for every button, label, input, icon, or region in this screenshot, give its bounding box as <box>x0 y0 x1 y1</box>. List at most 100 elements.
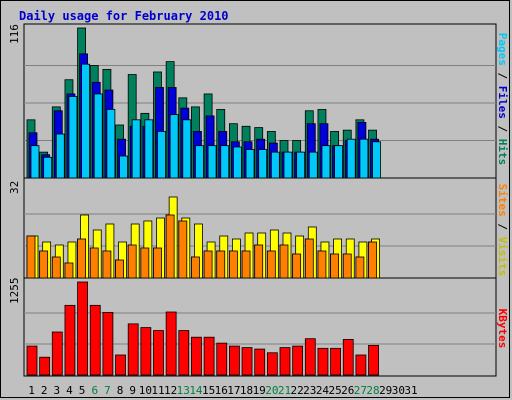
pages-bar <box>270 151 280 179</box>
pages-bar <box>308 151 318 179</box>
sites-bar <box>342 253 352 279</box>
kbytes-bar <box>254 348 266 376</box>
sites-bar <box>102 250 112 279</box>
kbytes-bar <box>317 347 329 376</box>
legend-files: Files <box>496 86 509 119</box>
day-label: 10 <box>139 384 152 397</box>
kbytes-bar <box>355 354 367 376</box>
day-label: 26 <box>341 384 354 397</box>
day-label: 22 <box>291 384 304 397</box>
pages-bar <box>68 96 78 179</box>
legend-hits: Hits <box>496 139 509 166</box>
kbytes-bar <box>64 304 76 376</box>
pages-bar <box>245 149 255 179</box>
pages-bar <box>346 138 356 179</box>
day-label: 23 <box>303 384 316 397</box>
kbytes-bar <box>26 345 38 376</box>
day-label: 4 <box>66 384 73 397</box>
sites-bar <box>292 253 302 279</box>
pages-bar <box>55 133 65 179</box>
kbytes-bar <box>115 354 126 376</box>
kbytes-bar <box>77 281 88 376</box>
pages-bar <box>43 156 53 179</box>
kbytes-bar <box>153 330 164 376</box>
pages-bar <box>220 145 230 179</box>
kbytes-bar <box>330 347 342 376</box>
pages-bar <box>232 146 242 179</box>
day-label: 1 <box>28 384 35 397</box>
day-label: 11 <box>151 384 164 397</box>
legend-panel-1: Pages / Files / Hits <box>496 33 509 166</box>
day-label: 21 <box>278 384 291 397</box>
sites-bar <box>216 250 226 279</box>
sites-bar <box>140 247 150 279</box>
day-label: 2 <box>41 384 48 397</box>
day-label: 29 <box>379 384 392 397</box>
pages-bar <box>296 151 306 179</box>
day-label: 20 <box>265 384 278 397</box>
sites-bar <box>115 259 124 279</box>
pages-bar <box>207 145 217 179</box>
kbytes-bar <box>279 347 291 376</box>
kbytes-bar <box>304 338 316 376</box>
sites-bar <box>266 250 276 279</box>
sites-bar <box>279 244 289 279</box>
day-label: 16 <box>215 384 228 397</box>
legend-sites: Sites <box>496 184 509 217</box>
day-label: 24 <box>316 384 330 397</box>
pages-bar <box>30 145 40 179</box>
sites-bar <box>241 250 251 279</box>
day-label: 18 <box>240 384 253 397</box>
kbytes-bar <box>368 344 379 376</box>
legend-sep: / <box>496 217 509 237</box>
kbytes-bar <box>241 347 253 376</box>
sites-bar <box>304 238 314 279</box>
day-label: 7 <box>104 384 111 397</box>
day-label: 12 <box>164 384 177 397</box>
day-label: 8 <box>117 384 124 397</box>
pages-bar <box>334 145 344 179</box>
sites-bar <box>178 220 188 279</box>
sites-bar <box>355 256 365 279</box>
chart-title: Daily usage for February 2010 <box>19 9 229 23</box>
pages-bar <box>144 119 154 179</box>
pages-bar <box>182 119 192 179</box>
pages-bar <box>283 151 293 179</box>
kbytes-bar <box>39 356 51 376</box>
pages-bar <box>195 145 204 179</box>
sites-bar <box>77 238 86 279</box>
sites-bar <box>254 244 264 279</box>
ymax-label-2: 1255 <box>8 278 21 305</box>
pages-bar <box>106 109 116 179</box>
sites-bar <box>127 244 137 279</box>
sites-bar <box>203 250 213 279</box>
pages-bar <box>321 145 331 179</box>
pages-bar <box>131 119 141 179</box>
day-label: 15 <box>202 384 215 397</box>
kbytes-bar <box>216 342 228 376</box>
kbytes-bar <box>203 336 215 376</box>
day-label: 17 <box>227 384 240 397</box>
sites-bar <box>330 253 340 279</box>
day-label: 30 <box>392 384 405 397</box>
kbytes-bar <box>292 345 304 376</box>
kbytes-bar <box>178 330 190 376</box>
legend-kbytes: KBytes <box>496 309 509 349</box>
day-label: 25 <box>328 384 341 397</box>
pages-bar <box>119 155 128 179</box>
sites-bar <box>26 235 36 279</box>
kbytes-bar <box>140 327 152 376</box>
day-label: 6 <box>91 384 98 397</box>
legend-sep: / <box>496 66 509 86</box>
legend-panel-3: KBytes <box>496 309 509 349</box>
day-label: 27 <box>354 384 367 397</box>
day-label: 19 <box>253 384 266 397</box>
sites-bar <box>89 247 99 279</box>
sites-bar <box>317 250 327 279</box>
kbytes-bar <box>191 336 202 376</box>
day-label: 31 <box>404 384 417 397</box>
sites-bar <box>51 256 61 279</box>
kbytes-bar <box>51 331 63 376</box>
sites-bar <box>153 247 162 279</box>
